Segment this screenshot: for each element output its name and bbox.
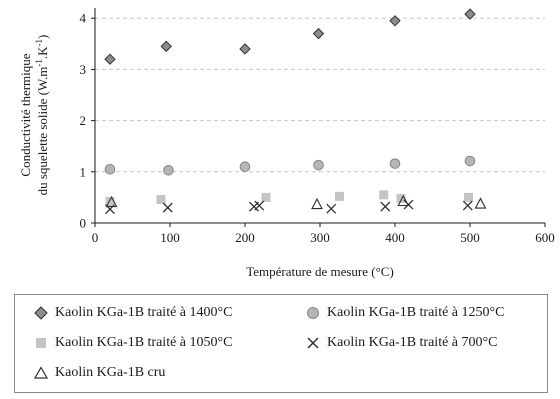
circle-point: [163, 164, 174, 176]
square-point: [379, 190, 389, 200]
y-ticks: 0 1 2 3 4: [80, 11, 95, 231]
circle-icon: [307, 307, 319, 319]
square-point: [396, 193, 406, 203]
triangle-point: [105, 195, 118, 208]
diamond-icon: [34, 306, 48, 320]
x-tick-label: 200: [235, 230, 255, 245]
data-points: [104, 8, 487, 215]
square-icon: [36, 338, 46, 348]
cross-icon: [307, 337, 319, 349]
scatter-chart: 0 100 200 300 400 500 600 0 1 2 3 4 Température de…: [18, 8, 555, 279]
cross-point: [254, 200, 265, 211]
cross-point: [326, 203, 337, 214]
y-tick-label: 2: [80, 113, 87, 128]
triangle-icon: [33, 366, 49, 379]
legend-item-1400: Kaolin KGa-1B traité à 1400°C: [33, 305, 232, 321]
x-ticks: 0 100 200 300 400 500 600: [92, 223, 555, 245]
triangle-point: [311, 197, 323, 210]
square-point: [335, 191, 344, 201]
legend-label: Kaolin KGa-1B traité à 1050°C: [55, 335, 233, 350]
legend-item-cru: Kaolin KGa-1B cru: [33, 365, 165, 381]
diamond-point: [389, 15, 401, 27]
diamond-point: [312, 27, 325, 40]
legend-label: Kaolin KGa-1B traité à 1400°C: [55, 305, 233, 320]
legend-item-700: Kaolin KGa-1B traité à 700°C: [305, 335, 497, 351]
y-tick-label: 0: [80, 216, 87, 231]
y-axis-label-line1: Conductivité thermique: [18, 53, 33, 176]
square-point: [105, 197, 115, 206]
y-tick-label: 3: [80, 62, 87, 77]
legend-label: Kaolin KGa-1B cru: [55, 365, 166, 380]
axes: [94, 8, 545, 224]
x-tick-label: 0: [92, 230, 99, 245]
x-tick-label: 600: [535, 230, 555, 245]
cross-point: [162, 202, 173, 213]
x-tick-label: 300: [310, 230, 330, 245]
diamond-point: [464, 8, 476, 20]
diamond-point: [160, 40, 172, 53]
x-axis-label: Température de mesure (°C): [246, 264, 394, 279]
cross-point: [380, 201, 391, 212]
square-point: [261, 192, 271, 202]
circle-point: [313, 159, 324, 171]
legend-label: Kaolin KGa-1B traité à 700°C: [327, 335, 498, 350]
diamond-point: [104, 53, 116, 65]
legend-item-1050: Kaolin KGa-1B traité à 1050°C: [33, 335, 232, 351]
grid-lines: [95, 17, 545, 173]
circle-point: [389, 158, 401, 169]
diamond-point: [239, 43, 251, 55]
x-tick-label: 100: [160, 230, 180, 245]
circle-point: [104, 163, 116, 175]
y-tick-label: 1: [80, 164, 87, 179]
y-tick-label: 4: [80, 11, 87, 26]
x-tick-label: 500: [460, 230, 480, 245]
legend-item-1250: Kaolin KGa-1B traité à 1250°C: [305, 305, 504, 321]
circle-point: [239, 161, 251, 172]
legend: Kaolin KGa-1B traité à 1400°C Kaolin KGa…: [14, 294, 548, 393]
x-tick-label: 400: [385, 230, 405, 245]
triangle-point: [474, 197, 487, 209]
square-point: [156, 194, 166, 204]
triangle-point: [397, 194, 410, 207]
square-point: [464, 192, 473, 202]
cross-point: [462, 200, 473, 211]
legend-label: Kaolin KGa-1B traité à 1250°C: [327, 305, 505, 320]
circle-point: [464, 155, 476, 167]
y-axis-label: Conductivité thermique du squelette soli…: [18, 35, 50, 196]
y-axis-label-line2: du squelette solide (W.m-1.K-1): [34, 35, 50, 196]
cross-point: [403, 199, 414, 210]
